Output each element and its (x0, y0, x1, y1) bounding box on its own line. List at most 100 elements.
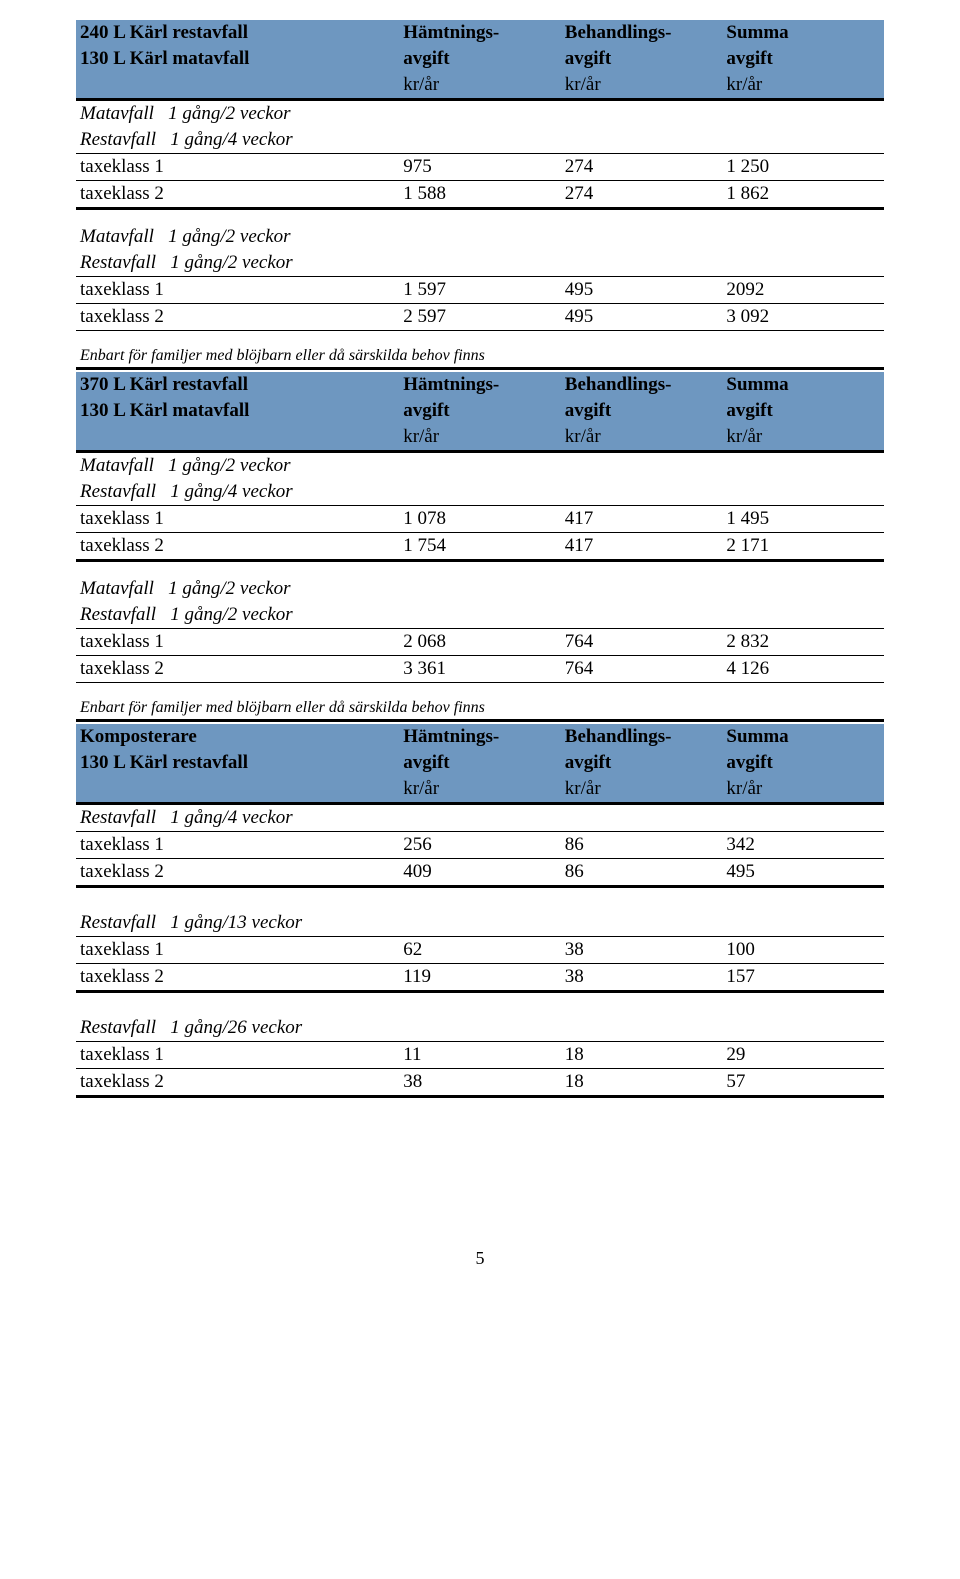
cell: 57 (722, 1069, 884, 1097)
cell: 764 (561, 656, 723, 683)
freq-row: Matavfall 1 gång/2 veckor (76, 224, 399, 250)
cell: 2 832 (722, 629, 884, 656)
col-header: Hämtnings- (399, 20, 561, 46)
unit-label: kr/år (399, 72, 561, 100)
table-row: taxeklass 2 (76, 304, 399, 331)
freq-row: Matavfall 1 gång/2 veckor (76, 576, 399, 602)
cell: 100 (722, 937, 884, 964)
col-header: Hämtnings- (399, 724, 561, 750)
col-header: Summa (722, 724, 884, 750)
col-header: Summa (722, 20, 884, 46)
unit-label: kr/år (399, 776, 561, 804)
cell: 86 (561, 832, 723, 859)
cell: 1 495 (722, 506, 884, 533)
freq-row: Restavfall 1 gång/2 veckor (76, 602, 399, 629)
cell: 1 597 (399, 277, 561, 304)
cell: 18 (561, 1042, 723, 1069)
unit-label: kr/år (561, 72, 723, 100)
unit-label: kr/år (561, 776, 723, 804)
col-header: Behandlings- (561, 724, 723, 750)
table-subtitle: 130 L Kärl restavfall (76, 750, 399, 776)
cell: 409 (399, 859, 561, 887)
fee-table-370-130: 370 L Kärl restavfall Hämtnings- Behandl… (76, 372, 884, 722)
freq-row: Matavfall 1 gång/2 veckor (76, 100, 399, 128)
col-header: avgift (561, 750, 723, 776)
cell: 1 862 (722, 181, 884, 209)
cell: 2 597 (399, 304, 561, 331)
freq-row: Restavfall 1 gång/26 veckor (76, 1015, 399, 1042)
cell: 3 092 (722, 304, 884, 331)
col-header: avgift (399, 750, 561, 776)
cell: 2092 (722, 277, 884, 304)
table-subtitle: 130 L Kärl matavfall (76, 46, 399, 72)
table-row: taxeklass 1 (76, 937, 399, 964)
fee-table-komposterare: Komposterare Hämtnings- Behandlings- Sum… (76, 724, 884, 1098)
col-header: avgift (722, 46, 884, 72)
table-row: taxeklass 2 (76, 859, 399, 887)
table-row: taxeklass 1 (76, 629, 399, 656)
cell: 342 (722, 832, 884, 859)
table-subtitle: 130 L Kärl matavfall (76, 398, 399, 424)
cell: 18 (561, 1069, 723, 1097)
cell: 1 588 (399, 181, 561, 209)
col-header: Behandlings- (561, 372, 723, 398)
col-header: avgift (722, 398, 884, 424)
unit-label: kr/år (722, 72, 884, 100)
table-row: taxeklass 1 (76, 154, 399, 181)
cell: 764 (561, 629, 723, 656)
table-title: 240 L Kärl restavfall (76, 20, 399, 46)
cell: 495 (561, 277, 723, 304)
cell: 11 (399, 1042, 561, 1069)
table-row: taxeklass 2 (76, 1069, 399, 1097)
cell: 3 361 (399, 656, 561, 683)
table-title: Komposterare (76, 724, 399, 750)
cell: 38 (399, 1069, 561, 1097)
fee-table-240-130: 240 L Kärl restavfall Hämtnings- Behandl… (76, 20, 884, 370)
cell: 495 (722, 859, 884, 887)
cell: 157 (722, 964, 884, 992)
freq-row: Matavfall 1 gång/2 veckor (76, 452, 399, 480)
cell: 1 754 (399, 533, 561, 561)
table-row: taxeklass 2 (76, 964, 399, 992)
cell: 274 (561, 181, 723, 209)
cell: 495 (561, 304, 723, 331)
cell: 417 (561, 533, 723, 561)
footnote: Enbart för familjer med blöjbarn eller d… (76, 697, 884, 721)
cell: 2 068 (399, 629, 561, 656)
freq-row: Restavfall 1 gång/13 veckor (76, 910, 399, 937)
col-header: avgift (722, 750, 884, 776)
col-header: Summa (722, 372, 884, 398)
col-header: Behandlings- (561, 20, 723, 46)
unit-label: kr/år (399, 424, 561, 452)
cell: 29 (722, 1042, 884, 1069)
cell: 38 (561, 937, 723, 964)
cell: 274 (561, 154, 723, 181)
freq-row: Restavfall 1 gång/4 veckor (76, 804, 399, 832)
cell: 417 (561, 506, 723, 533)
col-header: avgift (561, 46, 723, 72)
col-header: avgift (399, 46, 561, 72)
freq-row: Restavfall 1 gång/4 veckor (76, 127, 399, 154)
unit-label: kr/år (561, 424, 723, 452)
col-header: Hämtnings- (399, 372, 561, 398)
cell: 1 078 (399, 506, 561, 533)
freq-row: Restavfall 1 gång/2 veckor (76, 250, 399, 277)
page-number: 5 (76, 1248, 884, 1269)
unit-label: kr/år (722, 424, 884, 452)
col-header: avgift (561, 398, 723, 424)
cell: 4 126 (722, 656, 884, 683)
cell: 2 171 (722, 533, 884, 561)
freq-row: Restavfall 1 gång/4 veckor (76, 479, 399, 506)
table-row: taxeklass 1 (76, 1042, 399, 1069)
col-header: avgift (399, 398, 561, 424)
cell: 38 (561, 964, 723, 992)
table-row: taxeklass 1 (76, 506, 399, 533)
table-row: taxeklass 2 (76, 181, 399, 209)
cell: 62 (399, 937, 561, 964)
cell: 256 (399, 832, 561, 859)
table-row: taxeklass 1 (76, 832, 399, 859)
cell: 1 250 (722, 154, 884, 181)
table-title: 370 L Kärl restavfall (76, 372, 399, 398)
table-row: taxeklass 1 (76, 277, 399, 304)
table-row: taxeklass 2 (76, 533, 399, 561)
